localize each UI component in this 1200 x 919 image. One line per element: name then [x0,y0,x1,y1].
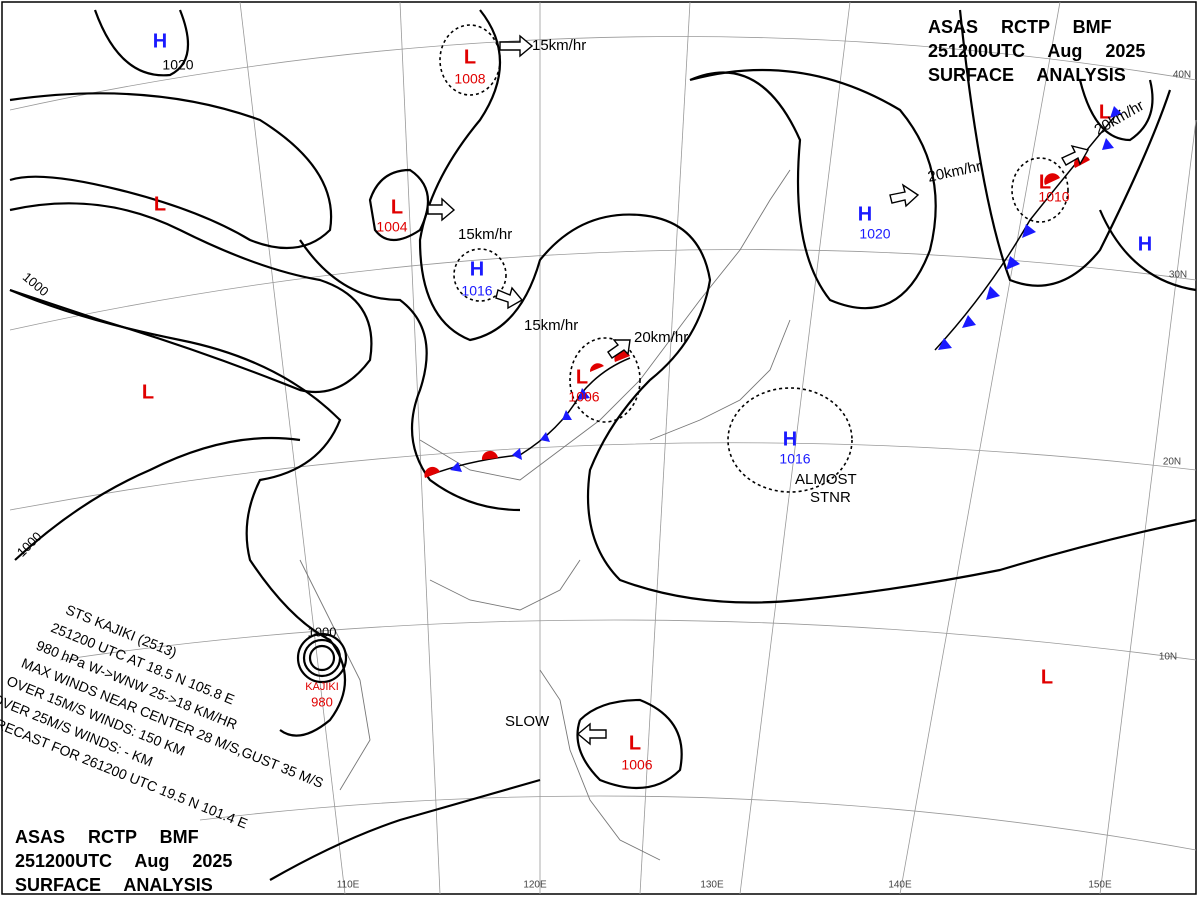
motion-label: SLOW [505,713,550,730]
system-pressure: 1004 [376,219,407,235]
motion-label: 15km/hr [458,226,512,243]
header-line: ASAS RCTP BMF [15,827,199,847]
header-line: 251200UTC Aug 2025 [15,851,232,871]
lat-label: 20N [1163,457,1181,468]
system-symbol: H [858,203,872,225]
isobar-label: 1000 [308,624,337,639]
system-pressure: 1016 [779,451,810,467]
system-pressure: 1006 [621,757,652,773]
system-symbol: L [142,381,154,403]
lon-label: 110E [337,880,360,891]
system-symbol: H [153,30,167,52]
system-symbol: L [1099,101,1111,123]
coastline [299,169,791,861]
lat-label: 10N [1159,652,1177,663]
graticule [9,1,1197,895]
system-symbol: L [576,366,588,388]
typhoon-pressure: 980 [311,694,333,709]
lon-label: 130E [700,880,724,891]
system-pressure: 1006 [568,389,599,405]
lon-label: 150E [1088,880,1112,891]
system-symbol: L [629,732,641,754]
lat-label: 40N [1173,70,1191,81]
system-pressure: 1020 [859,226,890,242]
isobars [9,9,1197,881]
header-line: 251200UTC Aug 2025 [928,41,1145,61]
system-pressure: 1016 [461,283,492,299]
header-line: SURFACE ANALYSIS [15,875,213,895]
system-symbol: H [783,428,797,450]
system-pressure: 1008 [454,71,485,87]
motion-label: 20km/hr [634,329,688,346]
system-symbol: H [1138,233,1152,255]
typhoon-name: KAJIKI [305,681,339,693]
motion-label: 15km/hr [532,37,586,54]
system-pressure: 1020 [162,57,193,73]
system-pressure: 1010 [1038,189,1069,205]
system-symbol: H [470,258,484,280]
note-label: ALMOST [795,471,857,488]
lon-label: 140E [888,880,912,891]
lat-label: 30N [1169,270,1187,281]
fronts [424,106,1122,478]
system-symbol: L [391,196,403,218]
motion-arrows [427,34,1090,746]
dashed-isobars [439,24,1069,493]
system-symbol: L [1041,666,1053,688]
lon-label: 120E [523,880,547,891]
note-label: STNR [810,489,851,506]
motion-label: 15km/hr [524,317,578,334]
system-symbol: L [1039,171,1051,193]
header-line: ASAS RCTP BMF [928,17,1112,37]
header-line: SURFACE ANALYSIS [928,65,1126,85]
system-symbol: L [464,46,476,68]
system-symbol: L [154,193,166,215]
